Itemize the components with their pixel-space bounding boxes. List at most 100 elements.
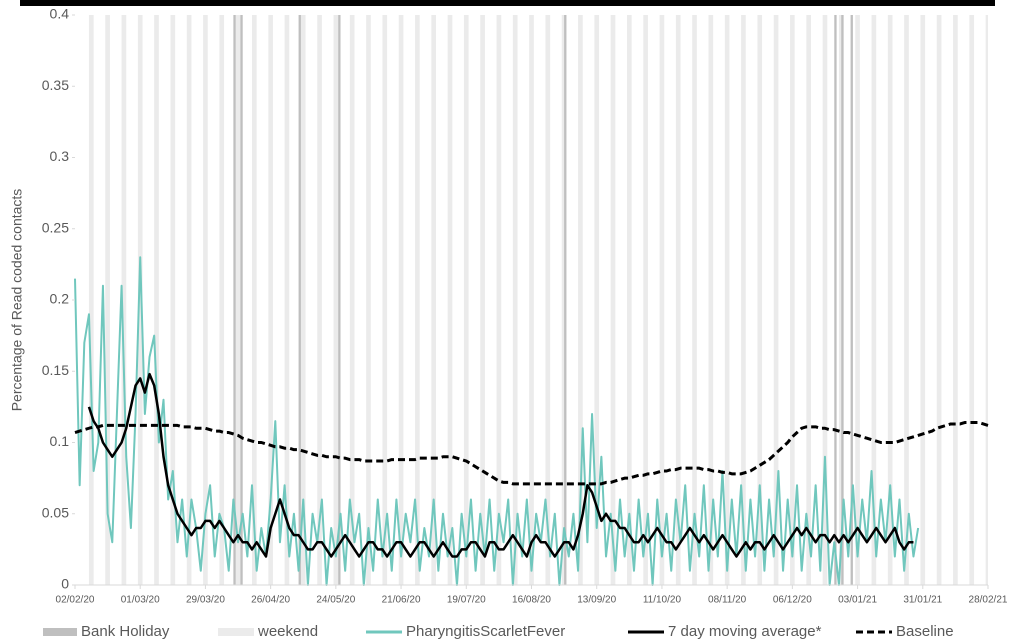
- legend-swatch: [43, 628, 77, 636]
- weekend-band: [594, 15, 600, 585]
- series-line: [87, 372, 914, 558]
- weekend-band: [284, 15, 290, 585]
- weekend-band: [463, 15, 469, 585]
- weekend-band: [382, 15, 388, 585]
- weekend-band: [773, 15, 779, 585]
- series-line: [74, 256, 920, 586]
- legend: Bank Holiday weekend PharyngitisScarletFev…: [43, 623, 954, 640]
- x-tick-label: 13/09/20: [577, 595, 616, 606]
- weekend-band: [790, 15, 795, 585]
- bank-holiday-band: [240, 15, 243, 585]
- bands: [88, 15, 988, 585]
- weekend-band: [529, 15, 534, 585]
- y-tick-label: 0.3: [50, 148, 70, 164]
- weekend-band: [871, 15, 877, 585]
- weekend-band: [268, 15, 273, 585]
- bank-holiday-band: [850, 15, 853, 585]
- x-tick-label: 16/08/20: [512, 595, 551, 606]
- weekend-band: [887, 15, 893, 585]
- x-tick-label: 21/06/20: [382, 595, 421, 606]
- weekend-band: [643, 15, 648, 585]
- weekend-band: [757, 15, 763, 585]
- weekend-band: [545, 15, 551, 585]
- weekend-band: [300, 15, 306, 585]
- weekend-band: [708, 15, 714, 585]
- weekend-band: [235, 15, 241, 585]
- legend-label: weekend: [257, 623, 318, 640]
- legend-label: Bank Holiday: [81, 623, 170, 640]
- weekend-band: [741, 15, 746, 585]
- x-tick-label: 19/07/20: [447, 595, 486, 606]
- weekend-band: [822, 15, 828, 585]
- weekend-band: [317, 15, 322, 585]
- weekend-band: [806, 15, 811, 585]
- x-tick-label: 02/02/20: [56, 595, 95, 606]
- series-line: [74, 421, 989, 486]
- weekend-band: [920, 15, 926, 585]
- x-tick-label: 01/03/20: [121, 595, 160, 606]
- weekend-band: [659, 15, 665, 585]
- weekend-band: [366, 15, 371, 585]
- y-tick-label: 0.4: [50, 6, 70, 22]
- weekend-band: [447, 15, 453, 585]
- weekend-band: [219, 15, 225, 585]
- weekend-band: [105, 15, 110, 585]
- weekend-band: [170, 15, 176, 585]
- weekend-band: [88, 15, 94, 585]
- weekend-band: [985, 15, 988, 585]
- y-axis-label: Percentage of Read coded contacts: [9, 189, 25, 412]
- weekend-band: [398, 15, 404, 585]
- weekend-band: [953, 15, 958, 585]
- weekend-band: [936, 15, 942, 585]
- weekend-band: [512, 15, 518, 585]
- top-bar: [20, 0, 995, 6]
- x-tick-label: 26/04/20: [251, 595, 290, 606]
- x-tick-label: 31/01/21: [903, 595, 942, 606]
- weekend-band: [838, 15, 844, 585]
- bank-holiday-band: [564, 15, 567, 585]
- weekend-band: [415, 15, 420, 585]
- y-tick-label: 0.05: [42, 504, 69, 520]
- weekend-band: [675, 15, 681, 585]
- x-tick-label: 03/01/21: [838, 595, 877, 606]
- weekend-band: [692, 15, 697, 585]
- weekend-band: [154, 15, 159, 585]
- y-tick-label: 0.1: [50, 433, 70, 449]
- weekend-band: [904, 15, 909, 585]
- x-tick-label: 08/11/20: [708, 595, 747, 606]
- weekend-band: [203, 15, 208, 585]
- weekend-band: [480, 15, 485, 585]
- legend-swatch: [218, 628, 254, 636]
- weekend-band: [137, 15, 143, 585]
- weekend-band: [855, 15, 860, 585]
- y-tick-label: 0.35: [42, 77, 69, 93]
- weekend-band: [626, 15, 632, 585]
- x-tick-label: 24/05/20: [316, 595, 355, 606]
- bank-holiday-band: [298, 15, 301, 585]
- bank-holiday-band: [338, 15, 341, 585]
- weekend-band: [333, 15, 339, 585]
- legend-label: Baseline: [896, 623, 954, 640]
- x-tick-label: 11/10/20: [643, 595, 682, 606]
- x-tick-label: 28/02/21: [969, 595, 1008, 606]
- bank-holiday-band: [841, 15, 844, 585]
- weekend-band: [969, 15, 975, 585]
- weekend-band: [496, 15, 502, 585]
- weekend-band: [724, 15, 730, 585]
- weekend-band: [252, 15, 257, 585]
- y-tick-label: 0.25: [42, 219, 69, 235]
- bank-holiday-band: [233, 15, 236, 585]
- x-tick-label: 06/12/20: [773, 595, 812, 606]
- y-tick-label: 0.15: [42, 362, 69, 378]
- weekend-band: [349, 15, 355, 585]
- x-tick-label: 29/03/20: [186, 595, 225, 606]
- legend-label: 7 day moving average*: [668, 623, 822, 640]
- legend-label: PharyngitisScarletFever: [406, 623, 565, 640]
- y-tick-label: 0.2: [50, 291, 70, 307]
- bank-holiday-band: [834, 15, 837, 585]
- weekend-band: [431, 15, 437, 585]
- lines: [74, 256, 989, 586]
- y-tick-label: 0: [61, 576, 69, 592]
- weekend-band: [578, 15, 583, 585]
